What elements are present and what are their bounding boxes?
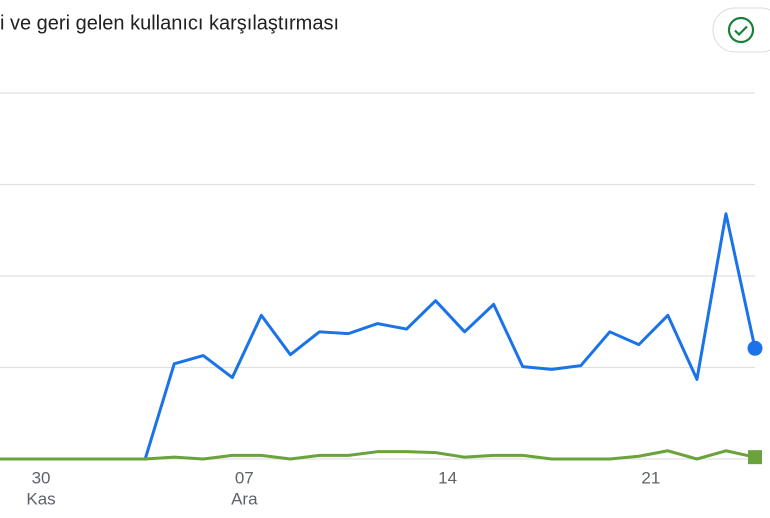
chart-title: i ve geri gelen kullanıcı karşılaştırmas… <box>0 12 339 34</box>
series-line <box>0 449 756 461</box>
button-frame[interactable] <box>712 7 770 53</box>
x-tick-label: 21 <box>641 468 660 487</box>
check-button[interactable] <box>712 7 770 53</box>
x-tick-label: 07 <box>235 468 254 487</box>
x-tick-sublabel: Kas <box>26 489 55 508</box>
check-mark <box>734 25 748 37</box>
series-line <box>0 212 757 461</box>
x-tick-sublabel: Ara <box>231 489 258 508</box>
x-tick-label: 14 <box>438 468 457 487</box>
x-tick-label: 30 <box>32 468 51 487</box>
end-marker <box>748 450 762 465</box>
end-marker <box>747 340 763 356</box>
check-icon <box>727 16 755 44</box>
